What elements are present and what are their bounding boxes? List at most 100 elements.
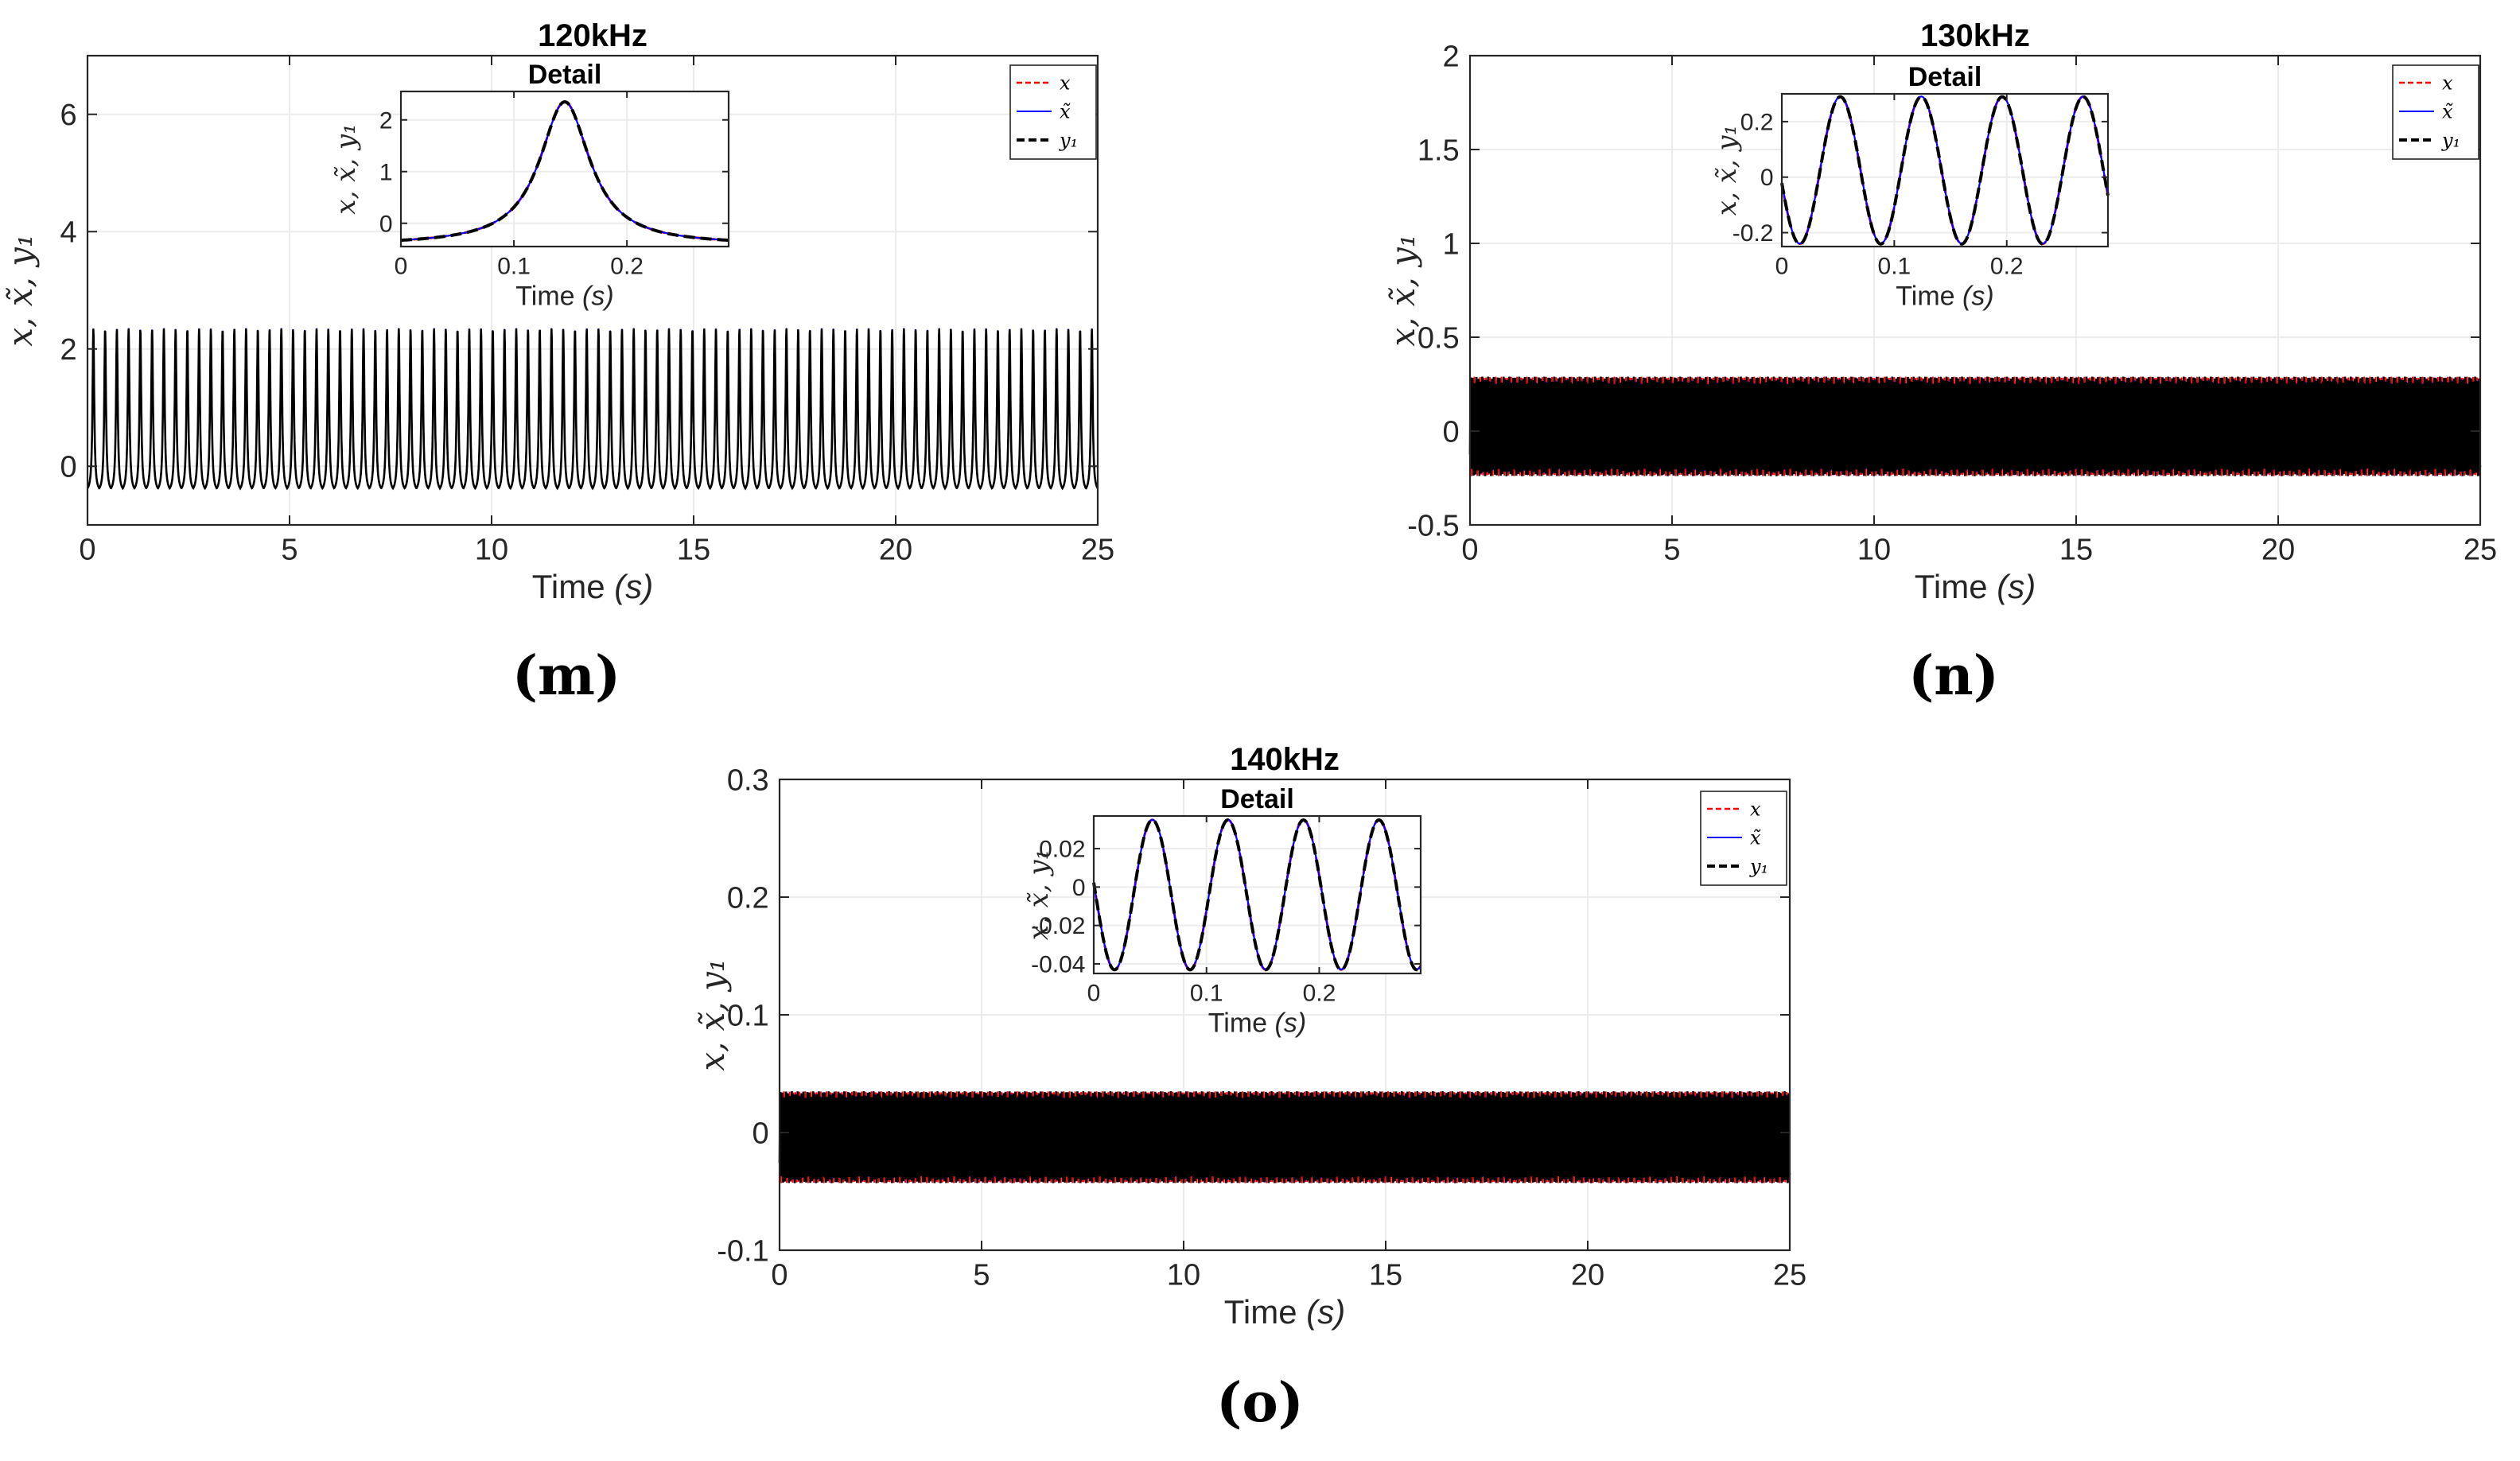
chart-1-xtick-label-5: 25 xyxy=(2464,534,2497,567)
caption-m: (m) xyxy=(511,644,621,708)
chart-0-ytick-label-2: 4 xyxy=(60,216,77,250)
chart-2-inset-title: Detail xyxy=(1220,784,1294,814)
chart-0-inset-ytick-label-1: 1 xyxy=(379,159,393,185)
chart-0-inset-ytick-label-2: 2 xyxy=(379,107,393,134)
chart-2-inset-xlabel: Time (s) xyxy=(1208,1008,1306,1039)
caption-n: (n) xyxy=(1908,644,1999,708)
chart-1-legend-label-0: x xyxy=(2442,72,2453,94)
chart-0-legend-label-2: y₁ xyxy=(1059,129,1078,151)
chart-1-inset-xlabel: Time (s) xyxy=(1896,282,1993,312)
chart-2-inset-ytick-label-0: -0.04 xyxy=(1031,951,1085,977)
chart-2-xtick-label-0: 0 xyxy=(771,1259,788,1292)
chart-0-ytick-label-0: 0 xyxy=(60,451,77,484)
chart-1-xtick-label-4: 20 xyxy=(2261,534,2295,567)
chart-0-xtick-label-1: 5 xyxy=(281,534,298,567)
chart-1-ytick-label-0: -0.5 xyxy=(1407,509,1459,542)
chart-1-inset-xtick-label-2: 0.2 xyxy=(1990,254,2024,280)
chart-1-inset-ylabel: x, x̃, y₁ xyxy=(1711,125,1743,216)
chart-0-line-y1 xyxy=(86,328,1099,491)
chart-0-title: 120kHz xyxy=(538,18,648,53)
chart-0-xtick-label-0: 0 xyxy=(79,534,95,567)
chart-0-xtick-label-5: 25 xyxy=(1081,534,1114,567)
chart-0-inset-title: Detail xyxy=(528,60,602,90)
chart-1-inset-title: Detail xyxy=(1908,62,1982,92)
chart-0-inset-line-y1 xyxy=(400,100,729,243)
chart-2-ytick-label-1: 0 xyxy=(752,1117,769,1150)
chart-0-ylabel: x, x̃, y₁ xyxy=(1,234,40,346)
chart-0-inset-xtick-label-0: 0 xyxy=(395,254,408,280)
chart-2-ytick-label-0: -0.1 xyxy=(717,1234,768,1268)
chart-0-xlabel: Time (s) xyxy=(532,568,653,605)
chart-1-legend-label-1: x̃ xyxy=(2442,100,2453,122)
chart-2-xlabel: Time (s) xyxy=(1224,1293,1345,1331)
chart-2-ytick-label-4: 0.3 xyxy=(727,764,769,797)
chart-2-inset: 0 0.1 0.2 -0.04 -0.02 0 0.02 Detail Time (s) x, x… xyxy=(1023,784,1422,1039)
chart-0-inset-xtick-label-1: 0.1 xyxy=(497,254,531,280)
chart-1-inset-ytick-label-2: 0.2 xyxy=(1740,109,1774,135)
chart-0-inset: 0 0.1 0.2 0 1 2 Detail Time (s) x, x̃, y₁ xyxy=(330,60,730,312)
chart-0-xtick-label-3: 15 xyxy=(677,534,710,567)
chart-1-inset-ytick-label-1: 0 xyxy=(1760,165,1774,191)
chart-2-legend-label-2: y₁ xyxy=(1749,855,1768,877)
chart-0-xtick-label-2: 10 xyxy=(475,534,508,567)
chart-2-line-y1 xyxy=(778,1091,1791,1183)
chart-1-xtick-label-2: 10 xyxy=(1857,534,1891,567)
chart-0-inset-frame xyxy=(399,90,730,248)
chart-0-ytick-label-3: 6 xyxy=(60,99,77,132)
chart-2-inset-ytick-label-2: 0 xyxy=(1072,875,1086,901)
chart-0-inset-xtick-label-2: 0.2 xyxy=(610,254,644,280)
chart-2-ytick-label-2: 0.1 xyxy=(727,999,769,1032)
chart-1-ytick-label-2: 0.5 xyxy=(1418,321,1460,355)
chart-2-inset-xtick-label-1: 0.1 xyxy=(1190,981,1223,1007)
chart-1-inset-ytick-label-0: -0.2 xyxy=(1732,220,1774,247)
chart-2-ytick-label-3: 0.2 xyxy=(727,881,769,915)
chart-1-xtick-label-3: 15 xyxy=(2059,534,2093,567)
chart-2-xtick-label-5: 25 xyxy=(1773,1259,1806,1292)
chart-0-inset-ylabel: x, x̃, y₁ xyxy=(330,123,362,214)
chart-0-legend-label-0: x xyxy=(1060,72,1071,94)
chart-2-inset-xtick-label-0: 0 xyxy=(1087,981,1101,1007)
chart-1-xtick-label-0: 0 xyxy=(1461,534,1478,567)
chart-0-inset-plot-area xyxy=(401,91,729,247)
chart-2-xtick-label-3: 15 xyxy=(1369,1259,1402,1292)
chart-2-title: 140kHz xyxy=(1230,742,1340,777)
chart-0-xtick-label-4: 20 xyxy=(879,534,912,567)
chart-1-inset-frame xyxy=(1780,92,2110,248)
chart-1-xlabel: Time (s) xyxy=(1915,568,2036,605)
chart-1-ytick-label-4: 1.5 xyxy=(1418,134,1460,167)
chart-1-ytick-label-5: 2 xyxy=(1443,40,1460,73)
chart-1-inset-xtick-label-1: 0.1 xyxy=(1878,254,1911,280)
chart-1-xtick-label-1: 5 xyxy=(1663,534,1680,567)
chart-2-inset-line-y1 xyxy=(1092,818,1422,972)
chart-2-inset-ylabel: x, x̃, y₁ xyxy=(1023,849,1055,940)
chart-0-ytick-label-1: 2 xyxy=(60,333,77,367)
chart-2-ylabel: x, x̃, y₁ xyxy=(693,958,732,1070)
chart-2-inset-ytick-label-3: 0.02 xyxy=(1039,837,1085,863)
chart-2-inset-frame xyxy=(1092,814,1422,975)
chart-2-legend-label-0: x xyxy=(1750,798,1761,820)
chart-1-ytick-label-3: 1 xyxy=(1443,227,1460,261)
chart-2-xtick-label-2: 10 xyxy=(1167,1259,1200,1292)
chart-2-legend-label-1: x̃ xyxy=(1750,826,1761,849)
chart-1-ylabel: x, x̃, y₁ xyxy=(1383,234,1422,346)
chart-2-xtick-label-4: 20 xyxy=(1571,1259,1604,1292)
caption-o: (o) xyxy=(1216,1371,1304,1435)
chart-2-xtick-label-1: 5 xyxy=(973,1259,990,1292)
chart-1-line-y1 xyxy=(1468,376,2482,476)
chart-1-frame xyxy=(1468,54,2482,527)
chart-0-inset-xlabel: Time (s) xyxy=(515,282,613,312)
chart-0-legend-label-1: x̃ xyxy=(1060,100,1071,122)
chart-1-ytick-label-1: 0 xyxy=(1443,415,1460,449)
chart-1-title: 130kHz xyxy=(1920,18,2030,53)
chart-0-frame xyxy=(86,54,1099,527)
chart-0-inset-ytick-label-0: 0 xyxy=(379,211,393,237)
chart-2-inset-xtick-label-2: 0.2 xyxy=(1303,981,1336,1007)
chart-1-inset-xtick-label-0: 0 xyxy=(1775,254,1789,280)
chart-2-inset-ytick-label-1: -0.02 xyxy=(1031,913,1085,939)
chart-1-inset-line-y1 xyxy=(1780,95,2110,246)
chart-1-legend-label-2: y₁ xyxy=(2441,129,2460,151)
